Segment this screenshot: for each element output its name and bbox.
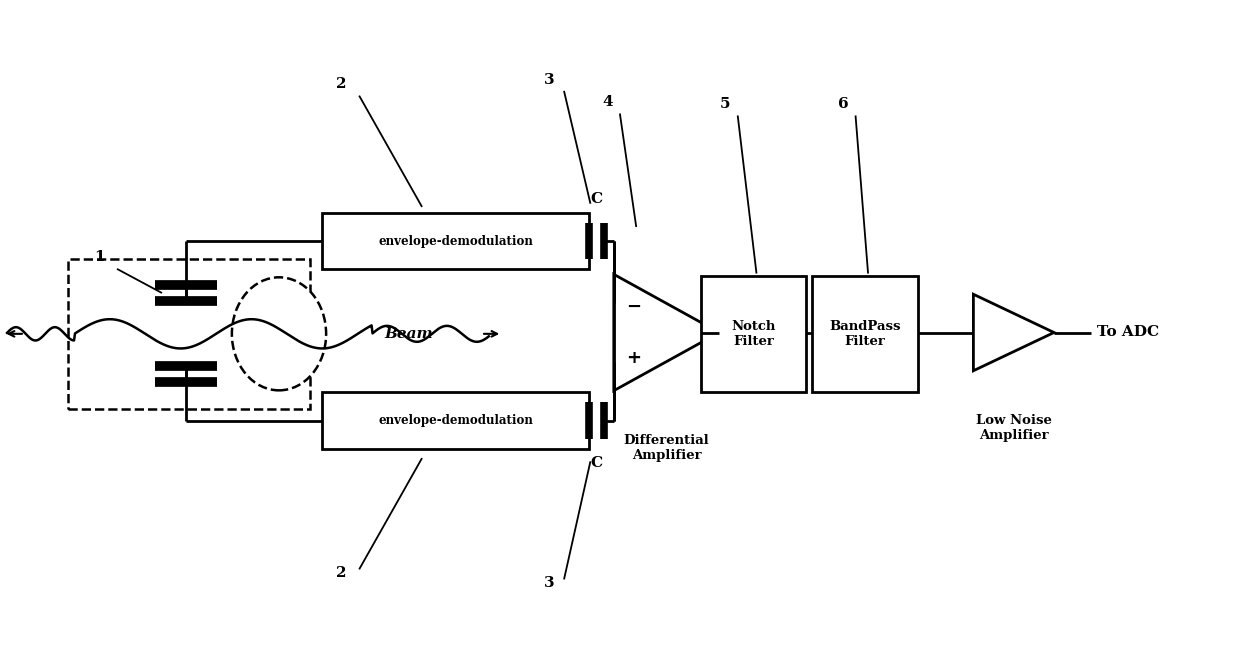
Text: +: + xyxy=(626,349,641,367)
Text: 6: 6 xyxy=(838,96,848,111)
Text: C: C xyxy=(590,192,603,206)
Text: Beam: Beam xyxy=(384,327,433,341)
Text: 3: 3 xyxy=(544,73,554,88)
Text: To ADC: To ADC xyxy=(1097,325,1159,340)
Text: Low Noise
Amplifier: Low Noise Amplifier xyxy=(976,414,1052,442)
Bar xyxy=(68,259,310,409)
Bar xyxy=(701,276,806,392)
Ellipse shape xyxy=(232,277,326,390)
Text: 2: 2 xyxy=(336,565,346,580)
Text: −: − xyxy=(626,298,641,316)
Text: Differential
Amplifier: Differential Amplifier xyxy=(624,434,709,462)
Bar xyxy=(322,392,589,449)
Bar xyxy=(812,276,918,392)
Text: Notch
Filter: Notch Filter xyxy=(732,320,775,348)
Bar xyxy=(322,213,589,269)
Text: envelope-demodulation: envelope-demodulation xyxy=(378,235,533,247)
Text: 2: 2 xyxy=(336,76,346,91)
Text: 4: 4 xyxy=(603,95,613,110)
Text: 1: 1 xyxy=(94,250,104,265)
Text: envelope-demodulation: envelope-demodulation xyxy=(378,414,533,427)
Text: 5: 5 xyxy=(720,96,730,111)
Text: C: C xyxy=(590,456,603,469)
Text: BandPass
Filter: BandPass Filter xyxy=(830,320,900,348)
Text: 3: 3 xyxy=(544,575,554,590)
